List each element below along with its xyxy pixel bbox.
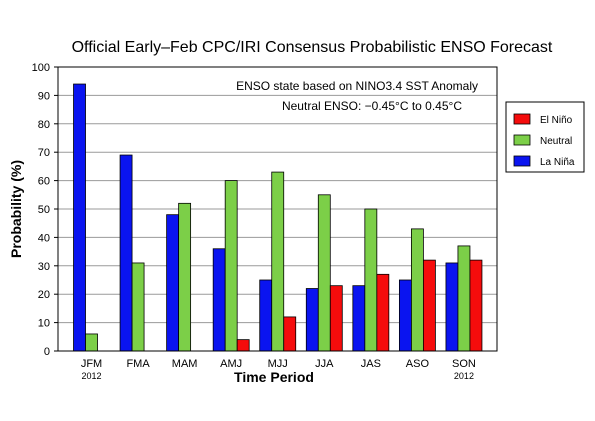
y-tick-label-10: 10 (38, 318, 50, 330)
bar-la-ni-a-son (445, 262, 459, 352)
x-tick-sublabel-son: 2012 (454, 371, 474, 381)
bar-la-ni-a-aso (398, 279, 412, 352)
y-tick-label-80: 80 (38, 119, 50, 131)
chart-title: Official Early–Feb CPC/IRI Consensus Pro… (72, 39, 553, 56)
x-tick-label-jas: JAS (361, 358, 381, 370)
bar-el-ni-o-jas (376, 273, 390, 352)
bar-neutral-son (457, 245, 471, 352)
legend-swatch-el-ni-o (513, 113, 531, 125)
legend-label-el-ni-o: El Niño (540, 115, 573, 126)
y-tick-label-20: 20 (38, 289, 50, 301)
x-tick-sublabel-jfm: 2012 (82, 371, 102, 381)
bar-la-ni-a-jja (305, 288, 319, 352)
bars (73, 83, 483, 352)
bar-el-ni-o-mjj (283, 316, 297, 352)
x-tick-label-son: SON (452, 358, 476, 370)
x-tick-label-jfm: JFM (81, 358, 102, 370)
x-axis-label: Time Period (234, 369, 314, 385)
y-axis-label: Probability (%) (8, 160, 24, 258)
y-tick-label-50: 50 (38, 204, 50, 216)
bar-neutral-jfm (85, 333, 98, 352)
legend-label-la-ni-a: La Niña (540, 157, 575, 168)
bar-neutral-amj (224, 180, 238, 352)
bar-neutral-jas (364, 208, 378, 352)
annotation-enso-state: ENSO state based on NINO3.4 SST Anomaly (236, 79, 478, 93)
legend-swatch-neutral (513, 134, 531, 146)
legend-label-neutral: Neutral (540, 136, 572, 147)
x-tick-label-fma: FMA (126, 358, 150, 370)
y-tick-label-70: 70 (38, 147, 50, 159)
bar-la-ni-a-jas (352, 285, 366, 352)
y-axis: 0 10 20 30 40 50 60 70 80 90 100 (32, 62, 58, 358)
x-tick-label-mam: MAM (172, 358, 198, 370)
x-tick-label-aso: ASO (406, 358, 430, 370)
annotation-neutral-range: Neutral ENSO: −0.45°C to 0.45°C (282, 99, 462, 113)
bar-el-ni-o-jja (329, 285, 343, 352)
bar-neutral-mam (178, 202, 192, 352)
x-tick-label-jja: JJA (315, 358, 334, 370)
bar-neutral-mjj (271, 171, 285, 352)
bar-neutral-fma (131, 262, 145, 352)
y-tick-label-30: 30 (38, 261, 50, 273)
x-tick-label-mjj: MJJ (268, 358, 288, 370)
legend-swatch-la-ni-a (513, 155, 531, 167)
bar-la-ni-a-fma (119, 154, 133, 352)
legend: El Niño Neutral La Niña (505, 101, 585, 173)
bar-la-ni-a-mjj (259, 279, 273, 352)
y-tick-label-100: 100 (32, 62, 50, 74)
bar-neutral-jja (317, 194, 331, 352)
bar-la-ni-a-amj (212, 248, 226, 352)
x-tick-label-amj: AMJ (220, 358, 242, 370)
y-tick-label-0: 0 (44, 346, 50, 358)
bar-neutral-aso (410, 228, 424, 352)
bar-la-ni-a-jfm (73, 83, 86, 352)
y-tick-label-90: 90 (38, 90, 50, 102)
bar-el-ni-o-son (469, 259, 483, 352)
bar-el-ni-o-aso (422, 259, 436, 352)
y-tick-label-40: 40 (38, 232, 50, 244)
bar-el-ni-o-amj (236, 339, 250, 352)
bar-la-ni-a-mam (166, 214, 180, 352)
y-tick-label-60: 60 (38, 176, 50, 188)
